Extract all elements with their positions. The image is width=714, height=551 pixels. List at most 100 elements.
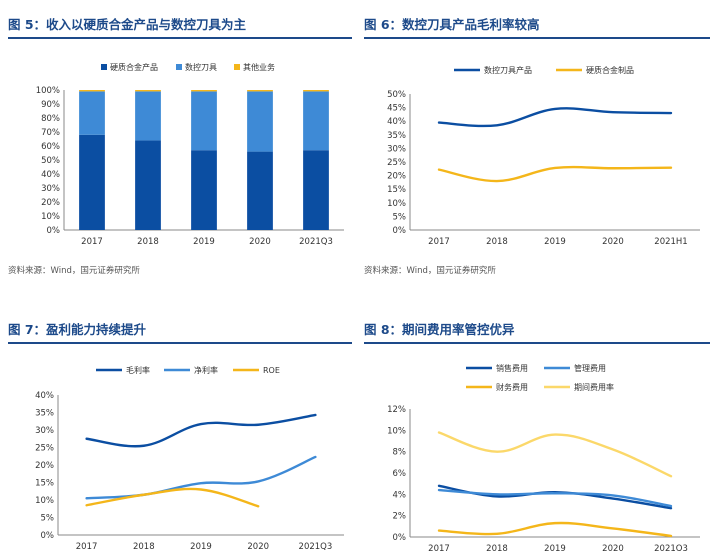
c8-legend-label: 财务费用 [496,382,528,392]
c6-ytick-label: 15% [387,185,406,195]
c8-ytick-label: 10% [387,426,406,436]
c7-ytick-label: 10% [35,496,54,506]
c7-ytick-label: 15% [35,479,54,489]
figure-6-source: 资料来源：Wind，国元证券研究所 [364,266,496,276]
figure-5-source: 资料来源：Wind，国元证券研究所 [8,266,140,276]
c8-legend-label: 期间费用率 [574,382,614,392]
c8-xtick-label: 2020 [602,544,624,551]
chart-7: 0% 5% 10% 15% 20% 25% 30% 35% 40% 2017 2018 2019 202… [35,365,344,551]
figure-6: 图 6：数控刀具产品毛利率较高 0% 5% 10% 15% 20% 25% 30% 35% 40… [364,14,710,284]
c6-ytick-label: 20% [387,172,406,182]
c5-ytick-label: 30% [41,184,60,194]
c6-ytick-label: 10% [387,199,406,209]
c5-ytick-label: 0% [47,226,61,236]
c5-bar-segment [303,150,329,230]
chart-5: 0% 10% 20% 30% 40% 50% 60% 70% 80% 90% 100% 2017 201… [36,62,344,247]
c6-xtick-label: 2021H1 [654,237,687,247]
figure-8-rule [364,342,710,344]
c5-xtick-label: 2017 [81,237,103,247]
figure-5: 图 5：收入以硬质合金产品与数控刀具为主 0% 10% 20% 30% 40% 50% 60… [8,14,352,284]
c6-series-line [437,107,673,128]
c6-xtick-label: 2019 [544,237,566,247]
c5-bar-segment [303,90,329,92]
c6-ytick-label: 5% [393,212,407,222]
c6-ytick-label: 40% [387,117,406,127]
c7-ytick-label: 35% [35,409,54,419]
c5-legend-label: 硬质合金产品 [110,62,158,72]
c5-legend-swatch [176,64,182,70]
c8-series-line [437,431,673,478]
c5-xtick-label: 2019 [193,237,215,247]
c5-ytick-label: 40% [41,170,60,180]
c8-ytick-label: 0% [393,533,407,543]
c5-legend-label: 数控刀具 [185,62,217,72]
c5-bar-segment [191,90,217,92]
c5-bar-segment [247,91,273,152]
c5-ytick-label: 10% [41,212,60,222]
c8-legend-label: 销售费用 [496,363,528,373]
figure-5-title: 图 5：收入以硬质合金产品与数控刀具为主 [8,17,247,32]
c7-xtick-label: 2019 [190,542,212,551]
c5-bar-segment [79,134,105,230]
c7-legend-label: ROE [263,366,280,375]
c7-ytick-label: 0% [41,531,55,541]
c7-ytick-label: 40% [35,391,54,401]
c6-ytick-label: 45% [387,104,406,114]
figure-7: 图 7：盈利能力持续提升 0% 5% 10% 15% 20% 25% 30% 35% 40% 20… [8,319,352,551]
c8-ytick-label: 2% [393,512,407,522]
c5-bar-segment [247,151,273,230]
c7-legend-label: 毛利率 [126,365,150,375]
c6-legend-label: 硬质合金制品 [586,65,634,75]
c7-ytick-label: 30% [35,426,54,436]
c6-xtick-label: 2018 [486,237,508,247]
c7-legend-label: 净利率 [194,365,218,375]
c7-xtick-label: 2020 [247,542,269,551]
c5-legend-swatch [101,64,107,70]
figure-7-title: 图 7：盈利能力持续提升 [8,322,147,337]
c5-bar-segment [303,91,329,151]
c6-ytick-label: 35% [387,131,406,141]
c5-ytick-label: 60% [41,142,60,152]
c5-legend-label: 其他业务 [243,62,275,72]
c6-xtick-label: 2017 [428,237,450,247]
c7-series-line [85,487,260,508]
c5-ytick-label: 50% [41,156,60,166]
c5-ytick-label: 70% [41,128,60,138]
c8-series-line [437,488,673,508]
figure-5-rule [8,37,352,39]
figure-6-rule [364,37,710,39]
c5-ytick-label: 100% [36,86,60,96]
c8-legend-label: 管理费用 [574,363,606,373]
c7-ytick-label: 25% [35,444,54,454]
c7-series-line [85,413,317,448]
c5-bar-segment [135,91,161,141]
c5-bar-segment [247,90,273,92]
c8-xtick-label: 2021Q3 [654,544,688,551]
figure-8: 图 8：期间费用率管控优异 0% 2% 4% 6% 8% 10% 12% 2017 2018 20… [364,319,710,551]
c7-xtick-label: 2018 [133,542,155,551]
c6-legend-label: 数控刀具产品 [484,65,532,75]
c8-ytick-label: 6% [393,469,407,479]
c7-xtick-label: 2021Q3 [299,542,333,551]
c5-bar-segment [135,140,161,230]
c8-ytick-label: 4% [393,490,407,500]
c6-series-line [437,165,673,183]
c6-ytick-label: 0% [393,226,407,236]
c6-ytick-label: 30% [387,144,406,154]
chart-6: 0% 5% 10% 15% 20% 25% 30% 35% 40% 45% 50% 2017 2018 2… [387,65,700,247]
c5-bar-segment [191,150,217,230]
c5-bar-segment [79,91,105,135]
c5-ytick-label: 80% [41,114,60,124]
c5-legend-swatch [234,64,240,70]
c8-ytick-label: 8% [393,448,407,458]
c5-ytick-label: 20% [41,198,60,208]
c5-ytick-label: 90% [41,100,60,110]
c5-xtick-label: 2020 [249,237,271,247]
c7-series-line [85,455,317,500]
c8-xtick-label: 2017 [428,544,450,551]
c8-series-line [437,484,673,510]
c7-ytick-label: 20% [35,461,54,471]
c8-ytick-label: 12% [387,405,406,415]
c5-bar-segment [191,91,217,151]
c7-ytick-label: 5% [41,514,55,524]
